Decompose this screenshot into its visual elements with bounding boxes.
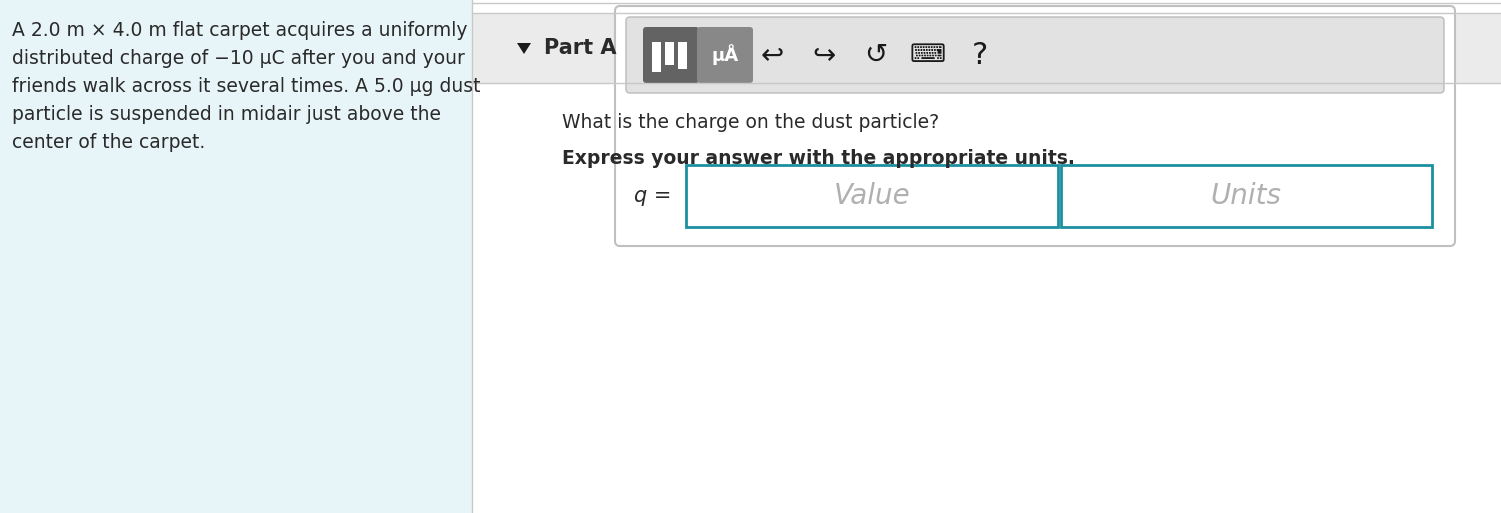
Text: A 2.0 m × 4.0 m flat carpet acquires a uniformly: A 2.0 m × 4.0 m flat carpet acquires a u…	[12, 21, 467, 40]
Bar	[678, 42, 687, 69]
Text: particle is suspended in midair just above the: particle is suspended in midair just abo…	[12, 105, 441, 124]
Text: What is the charge on the dust particle?: What is the charge on the dust particle?	[561, 113, 940, 132]
Text: friends walk across it several times. A 5.0 μg dust: friends walk across it several times. A …	[12, 77, 480, 96]
Text: ↩: ↩	[761, 41, 784, 69]
Text: ?: ?	[971, 41, 988, 69]
Bar	[471, 0, 1501, 513]
Bar	[651, 42, 660, 72]
Text: ↺: ↺	[865, 41, 887, 69]
Text: Express your answer with the appropriate units.: Express your answer with the appropriate…	[561, 148, 1075, 168]
Text: distributed charge of −10 μC after you and your: distributed charge of −10 μC after you a…	[12, 49, 465, 68]
Text: Part A: Part A	[543, 38, 617, 58]
Text: μÅ: μÅ	[711, 45, 738, 66]
FancyBboxPatch shape	[686, 165, 1058, 227]
Text: Value: Value	[833, 182, 910, 210]
FancyBboxPatch shape	[626, 17, 1444, 93]
Bar	[471, 13, 1501, 83]
Text: center of the carpet.: center of the carpet.	[12, 133, 206, 152]
Text: ⌨: ⌨	[910, 43, 946, 67]
FancyBboxPatch shape	[642, 27, 699, 83]
Bar	[665, 42, 674, 65]
FancyBboxPatch shape	[1061, 165, 1432, 227]
Text: ↪: ↪	[812, 41, 836, 69]
Text: Units: Units	[1211, 182, 1282, 210]
Text: q =: q =	[633, 186, 671, 206]
Polygon shape	[516, 43, 531, 54]
FancyBboxPatch shape	[696, 27, 754, 83]
Bar	[0, 0, 471, 513]
FancyBboxPatch shape	[615, 6, 1454, 246]
